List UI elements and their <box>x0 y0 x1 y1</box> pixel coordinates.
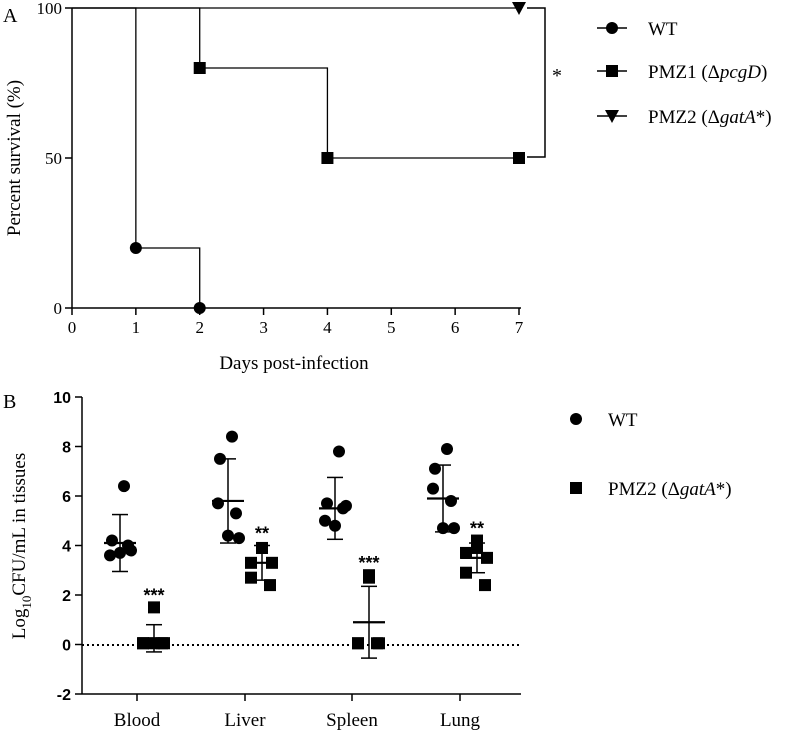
series-line-0 <box>72 7 201 308</box>
data-point <box>125 544 137 557</box>
panel-a-legend: WT PMZ1 (ΔpcgD) PMZ2 (ΔgatA*) <box>597 19 772 128</box>
panel-b-label: B <box>3 391 16 413</box>
data-point <box>437 522 449 535</box>
data-point <box>460 546 472 559</box>
y-tick-label: 0 <box>54 299 63 318</box>
data-point <box>441 442 453 455</box>
data-point <box>319 514 331 527</box>
data-point <box>245 556 257 569</box>
data-point <box>445 494 457 507</box>
series-marker-1 <box>513 152 525 164</box>
data-point <box>212 497 224 510</box>
data-point <box>137 637 149 650</box>
legend-square-marker <box>606 65 618 77</box>
x-tick-label: 4 <box>323 318 332 337</box>
x-tick-label: 7 <box>515 318 524 337</box>
data-point <box>226 430 238 443</box>
panel-b-legend: WT PMZ2 (ΔgatA*) <box>570 410 732 500</box>
data-point <box>471 541 483 554</box>
legend-pmz1-label: PMZ1 (ΔpcgD) <box>648 62 767 83</box>
significance-label: ** <box>470 519 484 539</box>
data-point <box>481 551 493 564</box>
x-tick-label: 1 <box>132 318 141 337</box>
category-label: Lung <box>440 710 481 731</box>
legend-wt-label: WT <box>648 19 678 40</box>
data-point <box>114 546 126 559</box>
y-tick-label: 8 <box>62 440 71 457</box>
data-point <box>156 637 168 650</box>
panel-a-x-label: Days post-infection <box>219 353 369 374</box>
series-marker-1 <box>193 62 206 74</box>
legend-b-circle-marker <box>570 413 582 425</box>
legend-b-pmz2-label: PMZ2 (ΔgatA*) <box>608 479 732 500</box>
data-point <box>106 534 118 547</box>
data-point <box>118 480 130 493</box>
category-label: Liver <box>224 710 266 731</box>
data-point <box>214 452 226 465</box>
significance-label: *** <box>358 553 379 573</box>
data-point <box>264 579 276 592</box>
x-tick-label: 3 <box>259 318 268 337</box>
significance-star: * <box>552 65 562 87</box>
legend-triangle-marker <box>605 110 619 123</box>
data-point <box>363 571 375 584</box>
x-tick-label: 2 <box>195 318 204 337</box>
category-label: Blood <box>114 710 161 731</box>
data-point <box>230 507 242 520</box>
data-point <box>429 462 441 475</box>
significance-label: ** <box>255 524 269 544</box>
data-point <box>329 519 341 532</box>
data-point <box>321 497 333 510</box>
data-point <box>233 532 245 545</box>
y-tick-label: 6 <box>62 489 71 506</box>
legend-b-square-marker <box>570 482 582 494</box>
panel-a-label: A <box>3 5 18 27</box>
data-point <box>245 571 257 584</box>
data-point <box>333 445 345 458</box>
data-point <box>460 566 472 579</box>
panel-a: A 0 1 2 3 4 5 6 7 0 50 100 Days post-infection Per… <box>3 0 772 374</box>
series-marker-0 <box>129 242 142 254</box>
y-tick-label: -2 <box>57 687 71 704</box>
significance-bracket <box>527 7 546 158</box>
data-point <box>222 529 234 542</box>
y-tick-label: 10 <box>53 390 71 407</box>
series-marker-2 <box>512 2 526 15</box>
y-tick-label: 4 <box>62 539 71 556</box>
significance-label: *** <box>143 585 164 605</box>
series-marker-0 <box>193 302 206 314</box>
data-point <box>479 579 491 592</box>
y-tick-label: 0 <box>62 638 71 655</box>
data-point <box>352 637 364 650</box>
category-label: Spleen <box>326 710 378 731</box>
y-tick-label: 50 <box>45 149 62 168</box>
panel-a-y-label: Percent survival (%) <box>4 80 25 236</box>
legend-b-wt-label: WT <box>608 410 638 431</box>
series-marker-1 <box>321 152 334 164</box>
data-point <box>427 482 439 495</box>
panel-b-y-label: Log10CFU/mL in tissues <box>9 453 34 639</box>
y-tick-label: 2 <box>62 588 71 605</box>
y-tick-label: 100 <box>37 0 63 18</box>
data-point <box>256 541 268 554</box>
data-point <box>340 499 352 512</box>
x-tick-label: 5 <box>387 318 396 337</box>
data-point <box>371 637 383 650</box>
data-point <box>266 556 278 569</box>
series-line-1 <box>72 7 519 159</box>
x-tick-label: 0 <box>68 318 77 337</box>
x-tick-label: 6 <box>451 318 460 337</box>
data-point <box>448 522 460 535</box>
legend-pmz2-label: PMZ2 (ΔgatA*) <box>648 107 772 128</box>
data-point <box>104 549 116 562</box>
data-point <box>148 601 160 614</box>
legend-circle-marker <box>606 22 618 34</box>
